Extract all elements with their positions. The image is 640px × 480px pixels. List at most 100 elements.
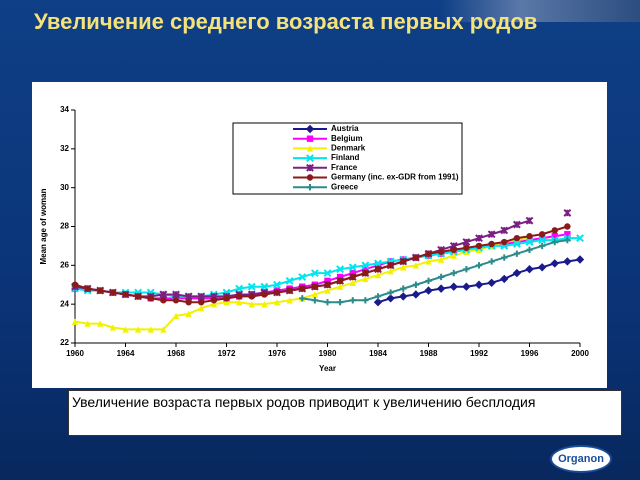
point bbox=[550, 259, 559, 268]
point bbox=[223, 295, 230, 302]
point bbox=[475, 262, 483, 269]
point bbox=[286, 287, 293, 294]
point bbox=[575, 255, 585, 264]
legend bbox=[232, 122, 463, 195]
point bbox=[299, 285, 306, 292]
point bbox=[323, 269, 332, 278]
x-tick-label: 1964 bbox=[117, 349, 135, 358]
point bbox=[109, 289, 117, 296]
point bbox=[198, 299, 205, 306]
point bbox=[324, 281, 331, 288]
point bbox=[261, 291, 268, 298]
point bbox=[336, 299, 344, 306]
legend-label: Finland bbox=[331, 153, 360, 162]
point bbox=[425, 277, 432, 285]
point bbox=[450, 246, 457, 253]
point bbox=[526, 246, 533, 253]
point bbox=[210, 297, 218, 304]
point bbox=[512, 268, 522, 278]
point bbox=[310, 269, 319, 278]
series-line bbox=[74, 225, 568, 304]
point bbox=[97, 320, 104, 327]
point bbox=[487, 278, 496, 288]
point bbox=[386, 294, 395, 303]
point bbox=[311, 291, 319, 298]
point bbox=[261, 300, 268, 308]
point bbox=[311, 283, 319, 290]
point bbox=[273, 289, 281, 296]
point bbox=[538, 231, 546, 238]
point bbox=[374, 293, 382, 300]
point bbox=[185, 299, 192, 306]
point bbox=[424, 286, 433, 295]
y-tick-label: 24 bbox=[60, 299, 69, 308]
point bbox=[537, 263, 547, 272]
point bbox=[551, 233, 558, 240]
point bbox=[387, 289, 394, 296]
legend-marker bbox=[306, 184, 314, 191]
x-tick-label: 1972 bbox=[218, 349, 236, 358]
point bbox=[538, 242, 546, 250]
point bbox=[324, 277, 331, 285]
point bbox=[223, 299, 230, 306]
legend-label: Germany (inc. ex-GDR from 1991) bbox=[331, 173, 459, 182]
point bbox=[513, 234, 521, 242]
point bbox=[122, 326, 129, 333]
point bbox=[487, 230, 496, 239]
point bbox=[563, 209, 572, 217]
x-tick-label: 1976 bbox=[268, 349, 286, 358]
point bbox=[563, 257, 572, 266]
point bbox=[450, 269, 457, 277]
point bbox=[273, 299, 281, 306]
point bbox=[576, 234, 584, 243]
header-photo bbox=[440, 0, 640, 22]
point bbox=[411, 290, 421, 299]
point bbox=[513, 250, 521, 257]
point bbox=[311, 297, 319, 304]
point bbox=[134, 326, 142, 333]
point bbox=[475, 242, 483, 250]
point bbox=[538, 236, 547, 244]
point bbox=[400, 264, 407, 271]
point bbox=[336, 265, 345, 274]
point bbox=[551, 227, 558, 234]
point bbox=[373, 298, 383, 307]
point bbox=[462, 238, 471, 246]
point bbox=[210, 300, 218, 308]
point bbox=[134, 293, 142, 300]
legend-marker bbox=[306, 174, 314, 181]
point bbox=[97, 287, 104, 294]
point bbox=[349, 273, 356, 281]
point bbox=[525, 238, 534, 246]
point bbox=[538, 234, 546, 242]
point bbox=[122, 291, 129, 298]
legend-marker bbox=[306, 145, 314, 152]
x-tick-label: 1992 bbox=[470, 349, 488, 358]
point bbox=[463, 244, 470, 252]
point bbox=[501, 254, 508, 261]
legend-marker bbox=[306, 135, 314, 142]
point bbox=[500, 226, 509, 235]
x-tick-label: 1996 bbox=[521, 349, 539, 358]
point bbox=[463, 266, 470, 273]
point bbox=[362, 266, 369, 273]
point bbox=[437, 256, 445, 263]
point bbox=[235, 299, 243, 306]
point bbox=[412, 262, 420, 269]
point bbox=[374, 259, 382, 268]
point bbox=[500, 274, 509, 284]
point bbox=[564, 223, 571, 230]
point bbox=[348, 263, 357, 272]
point bbox=[349, 279, 356, 287]
point bbox=[462, 282, 471, 291]
point bbox=[362, 297, 369, 304]
caption: Увеличение возраста первых родов приводи… bbox=[68, 390, 622, 436]
x-tick-label: 2000 bbox=[571, 349, 589, 358]
point bbox=[475, 246, 483, 253]
legend-label: Denmark bbox=[331, 144, 366, 153]
legend-marker bbox=[306, 154, 314, 163]
point bbox=[349, 269, 356, 277]
point bbox=[400, 285, 407, 292]
point bbox=[564, 236, 571, 244]
